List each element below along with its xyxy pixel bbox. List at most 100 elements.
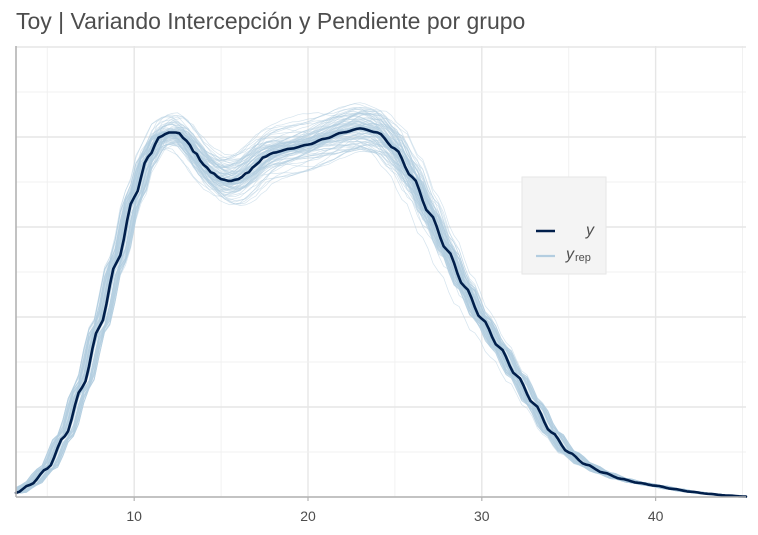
yrep-line xyxy=(15,122,747,497)
yrep-line xyxy=(15,128,747,497)
yrep-line xyxy=(16,132,747,497)
yrep-line xyxy=(15,110,746,497)
x-axis-ticks: 10 20 30 40 xyxy=(126,497,664,524)
yrep-line xyxy=(16,140,747,497)
yrep-line xyxy=(15,114,746,497)
yrep-line xyxy=(15,131,746,497)
yrep-line xyxy=(15,126,746,497)
yrep-line xyxy=(15,112,746,497)
chart-title: Toy | Variando Intercepción y Pendiente … xyxy=(16,8,525,34)
yrep-line xyxy=(15,131,747,497)
yrep-line xyxy=(15,132,747,497)
yrep-line xyxy=(15,130,746,497)
yrep-line xyxy=(15,132,746,497)
yrep-line xyxy=(15,111,747,497)
yrep-line xyxy=(15,115,746,497)
legend-label-yrep: yrep xyxy=(565,246,591,264)
yrep-line xyxy=(15,116,746,497)
yrep-line xyxy=(15,108,746,497)
yrep-line xyxy=(15,127,747,497)
yrep-line xyxy=(15,124,746,497)
x-tick-label: 40 xyxy=(648,508,664,524)
yrep-line xyxy=(15,127,746,497)
yrep-line xyxy=(16,129,747,497)
yrep-line xyxy=(15,133,747,497)
yrep-line xyxy=(15,120,747,497)
yrep-line xyxy=(15,139,747,497)
yrep-line xyxy=(15,112,747,497)
legend: y yrep xyxy=(521,176,607,275)
yrep-line xyxy=(16,133,747,497)
yrep-line xyxy=(15,124,747,497)
yrep-line xyxy=(15,114,747,497)
yrep-line xyxy=(16,134,747,497)
yrep-line xyxy=(15,119,747,497)
x-tick-label: 20 xyxy=(300,508,316,524)
yrep-line xyxy=(15,121,746,497)
yrep-line xyxy=(15,115,746,497)
yrep-line xyxy=(15,118,747,497)
yrep-line xyxy=(16,117,747,497)
yrep-line xyxy=(16,108,747,497)
yrep-line xyxy=(15,117,747,497)
yrep-line xyxy=(15,128,747,497)
x-tick-label: 10 xyxy=(126,508,142,524)
yrep-line xyxy=(15,102,747,497)
yrep-line xyxy=(16,130,747,497)
yrep-lines xyxy=(15,102,747,497)
yrep-line xyxy=(16,123,747,497)
yrep-line xyxy=(15,127,747,497)
yrep-line xyxy=(15,119,746,497)
yrep-line xyxy=(15,125,747,497)
yrep-line xyxy=(16,128,747,497)
yrep-line xyxy=(15,112,746,497)
yrep-line xyxy=(15,108,746,497)
yrep-line xyxy=(15,127,746,497)
yrep-line xyxy=(15,132,747,497)
yrep-line xyxy=(16,132,747,497)
legend-label-yrep-base: y xyxy=(565,246,575,263)
yrep-line xyxy=(16,130,747,497)
yrep-line xyxy=(15,115,747,497)
yrep-line xyxy=(15,123,746,497)
yrep-line xyxy=(15,129,746,497)
legend-label-yrep-subscript: rep xyxy=(575,252,591,264)
yrep-line xyxy=(15,116,746,497)
yrep-line xyxy=(16,123,747,497)
yrep-line xyxy=(15,123,746,497)
yrep-line xyxy=(15,112,747,497)
yrep-line xyxy=(15,127,747,497)
yrep-line xyxy=(15,122,746,497)
yrep-line xyxy=(15,124,746,497)
legend-box xyxy=(521,176,607,275)
yrep-line xyxy=(15,134,746,497)
yrep-line xyxy=(15,128,747,497)
yrep-line xyxy=(15,110,747,497)
yrep-line xyxy=(15,128,746,497)
yrep-line xyxy=(15,121,747,497)
yrep-line xyxy=(15,129,747,497)
legend-label-y: y xyxy=(585,222,595,239)
yrep-line xyxy=(15,130,746,497)
yrep-line xyxy=(15,133,747,497)
yrep-line xyxy=(15,132,747,497)
yrep-line xyxy=(15,132,746,497)
yrep-line xyxy=(15,122,747,497)
yrep-line xyxy=(15,132,747,497)
yrep-line xyxy=(15,113,746,497)
x-tick-label: 30 xyxy=(474,508,490,524)
yrep-line xyxy=(15,128,747,497)
yrep-line xyxy=(16,124,747,497)
yrep-line xyxy=(15,123,747,497)
y-density-line xyxy=(14,127,748,498)
yrep-line xyxy=(15,111,747,497)
yrep-line xyxy=(15,120,746,497)
yrep-line xyxy=(15,113,747,497)
yrep-line xyxy=(15,124,747,497)
yrep-line xyxy=(16,129,747,497)
yrep-line xyxy=(15,127,747,497)
yrep-line xyxy=(16,123,747,497)
yrep-line xyxy=(15,103,746,497)
yrep-line xyxy=(15,113,747,497)
